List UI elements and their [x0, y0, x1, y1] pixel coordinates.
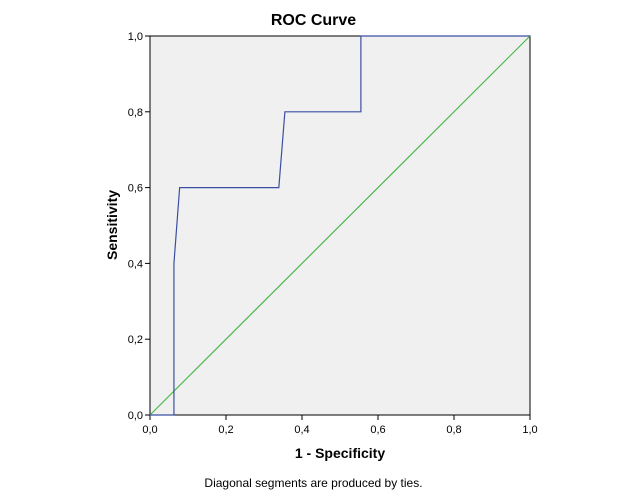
y-tick-label: 0,2	[128, 334, 143, 346]
chart-title: ROC Curve	[270, 12, 357, 29]
x-tick-label: 0,0	[142, 424, 157, 436]
y-tick-label: 1,0	[128, 31, 143, 43]
x-tick-label: 0,4	[294, 424, 309, 436]
y-tick-label: 0,8	[128, 107, 143, 119]
y-axis-label: Sensitivity	[104, 189, 120, 261]
x-tick-label: 0,8	[446, 424, 461, 436]
x-tick-label: 0,2	[218, 424, 233, 436]
y-tick-label: 0,0	[128, 410, 143, 422]
x-tick-label: 0,6	[370, 424, 385, 436]
reference-diagonal-line	[149, 35, 531, 416]
y-tick-label: 0,4	[128, 258, 143, 270]
y-tick-label: 0,6	[128, 183, 143, 195]
x-axis-label: 1 - Specificity	[294, 445, 386, 461]
footnote: Diagonal segments are produced by ties.	[204, 476, 423, 490]
x-tick-label: 1,0	[522, 424, 537, 436]
roc-curve-line	[150, 35, 530, 416]
